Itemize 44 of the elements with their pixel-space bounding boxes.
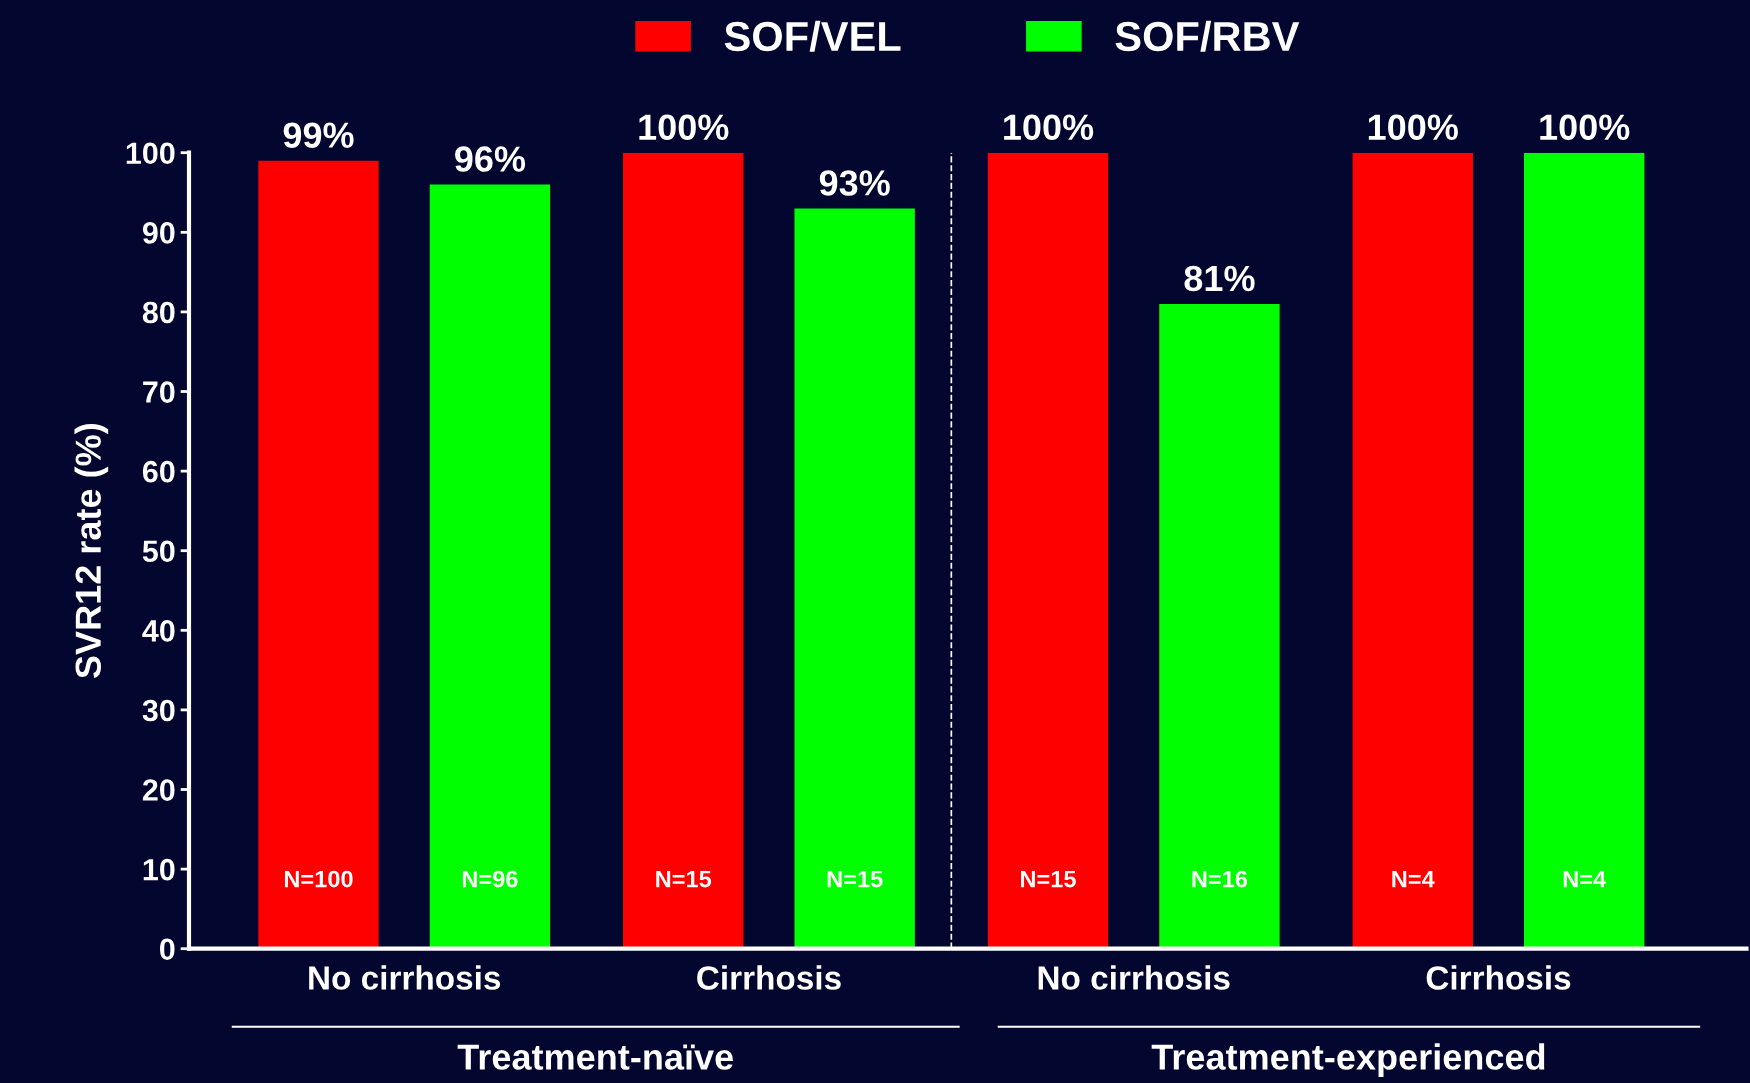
annotation: N=16 [1192, 870, 1248, 888]
y-tick-label: 60 [142, 460, 175, 483]
data-label: 96% [455, 146, 526, 172]
y-tick-label: 20 [142, 779, 175, 801]
annotation: N=96 [462, 870, 518, 888]
bar [1352, 152, 1473, 949]
legend-label: SOF/RBV [1115, 20, 1300, 52]
bar [1159, 303, 1280, 949]
y-tick-label: 40 [142, 620, 175, 642]
y-tick-label: 30 [142, 699, 175, 722]
bar [623, 152, 744, 949]
data-label: 81% [1184, 265, 1255, 292]
annotation: N=4 [1392, 870, 1435, 888]
annotation: N=100 [284, 870, 353, 888]
annotation: N=15 [827, 870, 883, 888]
x-tick-label: Cirrhosis [697, 965, 841, 990]
bar [1524, 152, 1645, 949]
y-tick-label: 0 [160, 938, 175, 961]
data-label: 93% [819, 170, 890, 196]
bar [794, 208, 915, 949]
text: Treatment-experienced [1151, 1043, 1545, 1077]
annotation: N=15 [656, 870, 712, 888]
text: Treatment-naïve [457, 1044, 733, 1070]
y-axis-title: SVR12 rate (%) [74, 424, 109, 679]
annotation: N=15 [1021, 870, 1076, 888]
bar [987, 152, 1109, 949]
y-tick-label: 80 [142, 301, 175, 324]
y-tick-label: 50 [142, 540, 175, 563]
bar [429, 184, 551, 949]
y-tick-label: 90 [142, 222, 175, 244]
data-label: 100% [1004, 114, 1094, 141]
data-label: 100% [1368, 114, 1458, 141]
bar [258, 160, 379, 949]
x-tick-label: Cirrhosis [1426, 965, 1571, 990]
y-tick-label: 100 [126, 142, 175, 165]
legend-label: SOF/VEL [724, 20, 901, 52]
data-label: 100% [639, 114, 729, 141]
data-label: 99% [283, 122, 354, 148]
y-tick-label: 70 [143, 381, 175, 403]
y-tick-label: 10 [143, 858, 175, 881]
x-tick-label: No cirrhosis [1038, 965, 1230, 990]
x-tick-label: No cirrhosis [309, 965, 501, 990]
annotation: N=4 [1563, 870, 1607, 888]
data-label: 100% [1540, 114, 1630, 141]
